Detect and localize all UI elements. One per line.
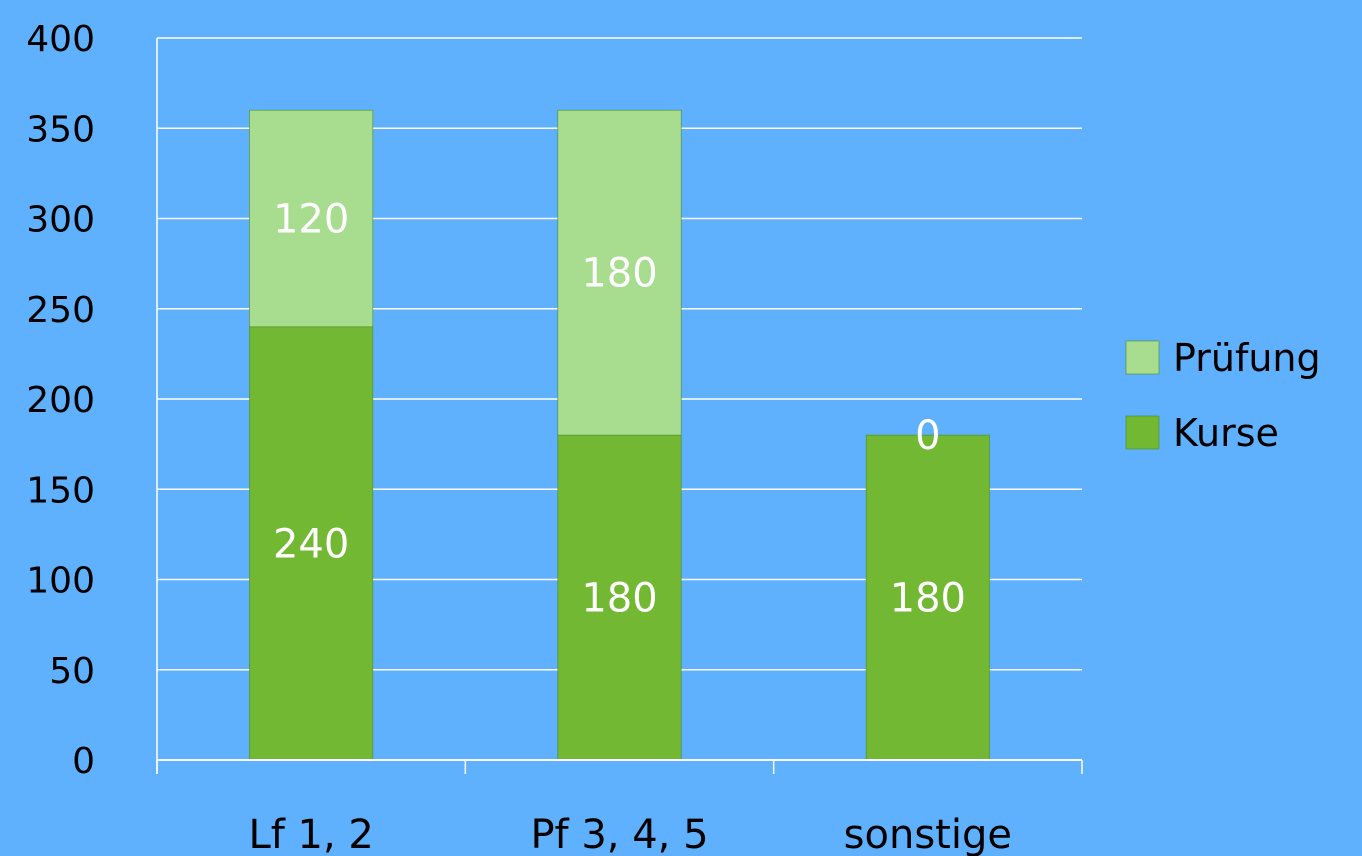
y-tick-label: 0 (72, 741, 95, 782)
y-tick-label: 250 (26, 290, 95, 331)
y-tick-label: 200 (26, 380, 95, 421)
y-tick-label: 50 (49, 651, 95, 692)
legend-swatch (1125, 340, 1160, 375)
y-tick-label: 150 (26, 470, 95, 511)
y-tick-label: 400 (26, 19, 95, 60)
category-label: Lf 1, 2 (248, 812, 373, 856)
data-label: 240 (273, 521, 349, 567)
y-axis-ticks: 0 50 100 150 200 250 300 350 400 (26, 19, 95, 782)
bar-segment (865, 434, 990, 761)
bar-segment (249, 109, 374, 328)
category-labels: Lf 1, 2 Pf 3, 4, 5 sonstige (248, 812, 1012, 856)
legend-label: Prüfung (1173, 336, 1321, 380)
category-label: sonstige (844, 812, 1012, 856)
data-label: 0 (915, 413, 940, 459)
data-label: 180 (581, 576, 657, 622)
data-label: 180 (581, 251, 657, 297)
y-tick-label: 350 (26, 109, 95, 150)
y-tick-label: 300 (26, 200, 95, 241)
legend-swatch (1125, 415, 1160, 450)
bars: 240 120 180 180 180 0 (249, 109, 990, 761)
bar-segment (557, 434, 682, 761)
data-label: 180 (890, 576, 966, 622)
bar-segment (557, 109, 682, 436)
axes (156, 38, 1083, 774)
data-label: 120 (273, 197, 349, 243)
bar-segment (249, 326, 374, 761)
category-label: Pf 3, 4, 5 (530, 812, 708, 856)
legend-label: Kurse (1173, 411, 1279, 455)
legend: Prüfung Kurse (1125, 336, 1321, 455)
y-tick-label: 100 (26, 561, 95, 602)
